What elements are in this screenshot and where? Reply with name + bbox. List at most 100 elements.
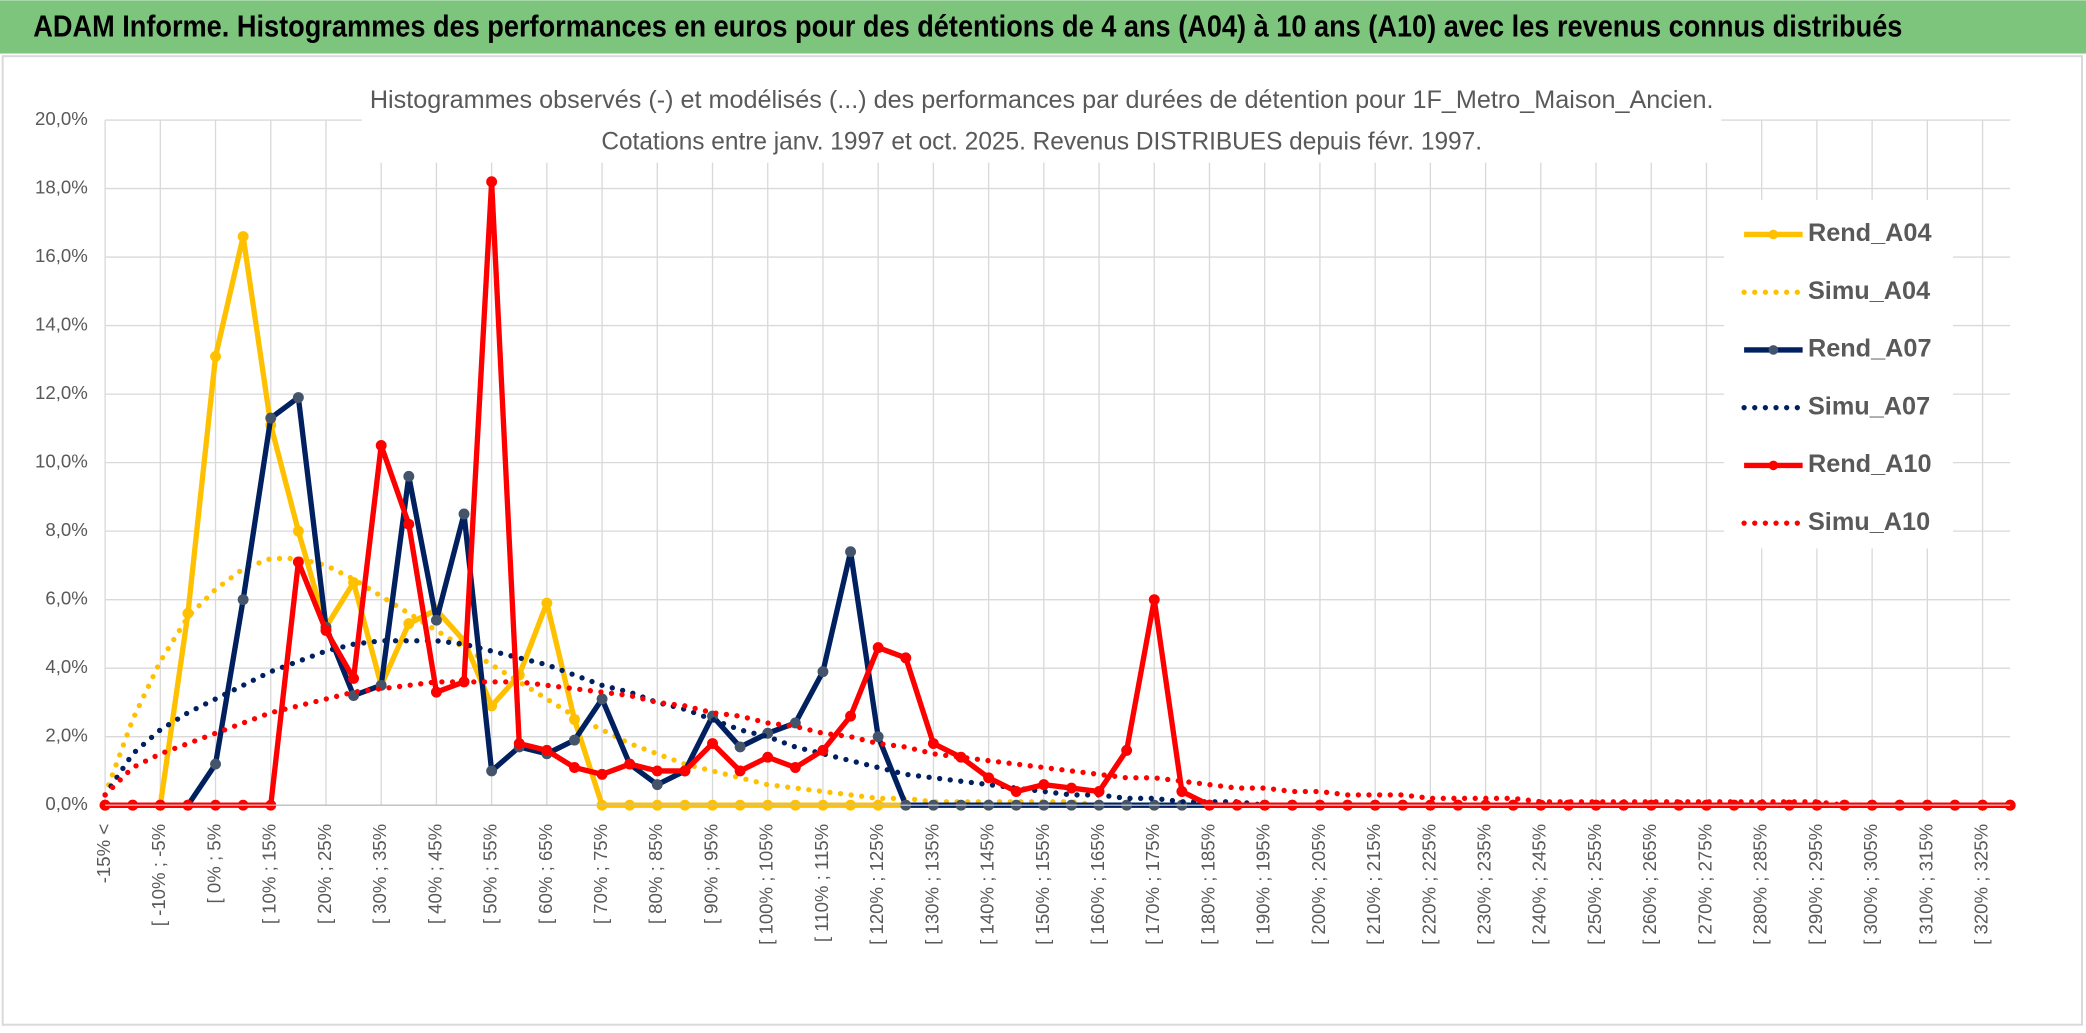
y-tick-label: 10,0% <box>35 451 88 472</box>
legend-label: Simu_A10 <box>1808 508 1930 536</box>
point <box>983 772 995 784</box>
x-tick-label: [ 280% ; 285% <box>1750 824 1771 945</box>
point <box>292 525 304 537</box>
point <box>1065 782 1077 794</box>
point <box>265 412 277 424</box>
y-tick-label: 8,0% <box>45 519 87 540</box>
point <box>789 762 801 773</box>
point <box>348 672 360 684</box>
x-tick-label: [ 190% ; 195% <box>1253 824 1274 945</box>
x-tick-label: [ 90% ; 95% <box>700 824 721 924</box>
chart-title: Histogrammes observés (-) et modélisés (… <box>370 86 1714 114</box>
point <box>817 744 829 756</box>
point <box>292 556 304 568</box>
x-tick-label: [ 270% ; 275% <box>1694 824 1715 945</box>
header-band <box>0 0 2086 54</box>
point <box>541 744 553 756</box>
y-tick-label: 0,0% <box>45 793 87 814</box>
point <box>210 758 221 770</box>
point <box>292 392 304 403</box>
x-tick-label: [ 170% ; 175% <box>1142 824 1163 945</box>
point <box>486 700 498 712</box>
legend-label: Simu_A04 <box>1808 277 1930 305</box>
point <box>734 741 746 753</box>
x-tick-label: [ 140% ; 145% <box>977 824 998 945</box>
header: ADAM Informe. Histogrammes des performan… <box>33 9 1902 43</box>
y-tick-label: 2,0% <box>45 725 87 746</box>
point <box>596 693 608 705</box>
point <box>651 779 663 791</box>
x-tick-label: [ 240% ; 245% <box>1529 824 1550 945</box>
point <box>1038 779 1050 791</box>
y-tick-label: 6,0% <box>45 588 87 609</box>
x-tick-label: [ 50% ; 55% <box>480 824 501 924</box>
point <box>486 176 498 188</box>
x-tick-label: [ 250% ; 255% <box>1584 824 1605 945</box>
x-tick-label: [ 80% ; 85% <box>645 824 666 924</box>
point <box>1093 786 1105 797</box>
point <box>237 594 249 606</box>
point <box>651 765 663 777</box>
point <box>624 758 636 770</box>
x-tick-label: [ -10% ; -5% <box>148 824 169 926</box>
x-tick-label: [ 20% ; 25% <box>314 824 335 924</box>
point <box>762 751 774 763</box>
x-tick-label: [ 60% ; 65% <box>535 824 556 924</box>
x-tick-label: [ 230% ; 235% <box>1474 824 1495 945</box>
point <box>1176 786 1188 797</box>
point <box>707 738 718 749</box>
point <box>1148 594 1160 606</box>
point <box>927 738 939 749</box>
y-tick-label: 12,0% <box>35 382 88 403</box>
point <box>486 765 498 777</box>
point <box>845 546 857 558</box>
x-tick-label: [ 70% ; 75% <box>590 824 611 924</box>
x-tick-label: -15% < <box>93 824 114 883</box>
point <box>679 765 691 777</box>
x-tick-label: [ 10% ; 15% <box>259 824 280 924</box>
legend-box <box>1724 199 1953 549</box>
legend-label: Rend_A07 <box>1808 335 1932 363</box>
point <box>430 686 442 698</box>
point <box>872 642 884 654</box>
x-tick-label: [ 150% ; 155% <box>1032 824 1053 945</box>
x-tick-label: [ 110% ; 115% <box>811 824 832 942</box>
point <box>1121 744 1133 756</box>
x-tick-label: [ 310% ; 315% <box>1915 824 1936 945</box>
x-tick-label: [ 200% ; 205% <box>1308 824 1329 945</box>
x-tick-label: [ 120% ; 125% <box>866 824 887 945</box>
x-tick-label: [ 220% ; 225% <box>1418 824 1439 945</box>
point <box>320 625 332 636</box>
x-tick-label: [ 320% ; 325% <box>1970 824 1991 945</box>
legend-label: Rend_A10 <box>1808 450 1932 478</box>
point <box>375 440 387 451</box>
legend-label: Simu_A07 <box>1808 392 1930 420</box>
legend-label: Rend_A04 <box>1808 219 1932 247</box>
x-tick-label: [ 160% ; 165% <box>1087 824 1108 945</box>
x-tick-label: [ 30% ; 35% <box>369 824 390 924</box>
point <box>513 738 525 749</box>
point <box>237 231 249 242</box>
point <box>845 710 857 722</box>
x-tick-label: [ 0% ; 5% <box>203 824 224 904</box>
y-tick-label: 18,0% <box>35 176 88 197</box>
point <box>872 731 884 743</box>
legend-marker <box>1768 345 1779 355</box>
point <box>569 734 580 746</box>
x-tick-label: [ 100% ; 105% <box>756 824 777 945</box>
y-tick-label: 20,0% <box>35 108 88 129</box>
point <box>789 717 801 729</box>
x-tick-label: [ 40% ; 45% <box>424 824 445 924</box>
y-tick-label: 4,0% <box>45 656 87 677</box>
legend-marker <box>1768 229 1779 240</box>
point <box>541 597 553 609</box>
point <box>403 470 415 482</box>
point <box>596 768 608 780</box>
point <box>403 518 415 530</box>
point <box>569 762 580 773</box>
y-tick-label: 14,0% <box>35 314 88 335</box>
x-tick-label: [ 290% ; 295% <box>1805 824 1826 945</box>
x-tick-label: [ 180% ; 185% <box>1197 824 1218 945</box>
point <box>403 618 415 630</box>
x-tick-label: [ 260% ; 265% <box>1639 824 1660 945</box>
